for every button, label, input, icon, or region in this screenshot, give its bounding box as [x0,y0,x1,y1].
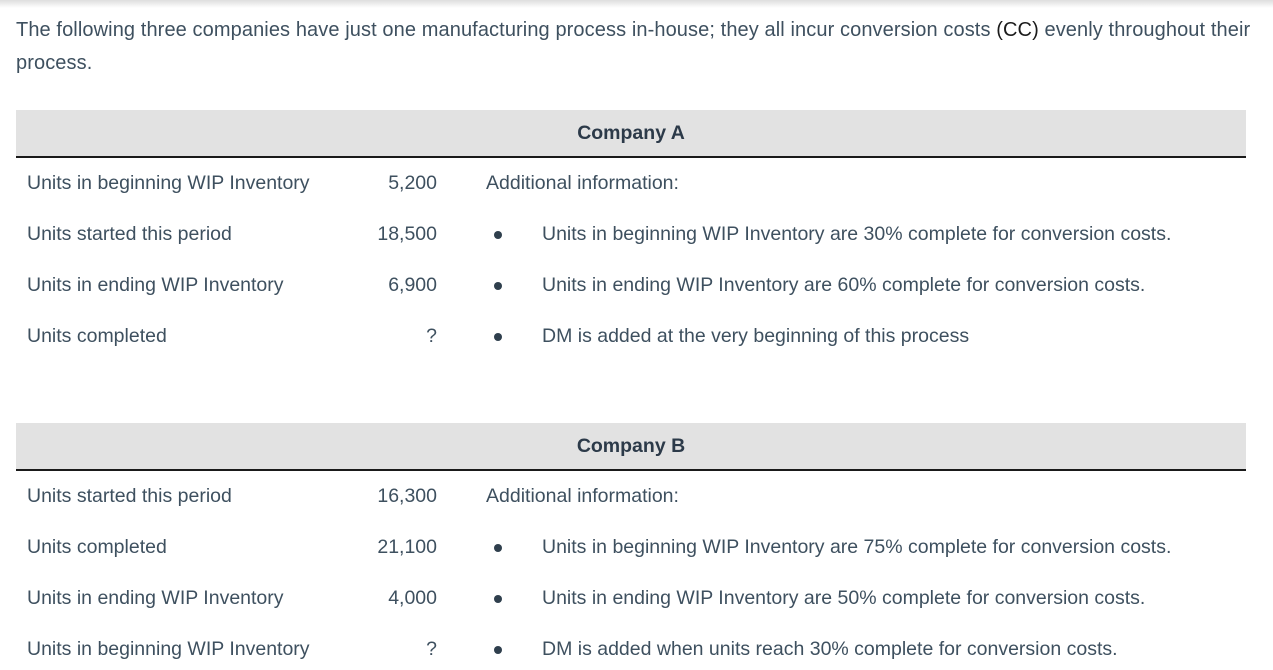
additional-info-heading: Additional information: [486,172,679,195]
info-text: Units in beginning WIP Inventory are 75%… [542,536,1172,558]
row-value: 16,300 [377,485,437,507]
table-row: Units in ending WIP Inventory 6,900 Unit… [16,260,1246,311]
intro-paragraph: The following three companies have just … [0,8,1273,80]
info-text: Additional information: [486,485,679,507]
info-bullet-item: Units in beginning WIP Inventory are 30%… [486,223,1171,246]
info-text: Units in ending WIP Inventory are 50% co… [542,587,1146,609]
bullet-icon [494,594,502,603]
row-label: Units in beginning WIP Inventory [27,172,310,194]
table-row: Units in beginning WIP Inventory ? DM is… [16,624,1246,670]
bullet-icon [494,230,502,239]
row-label: Units in beginning WIP Inventory [27,638,310,660]
row-value: 5,200 [388,172,437,194]
company-b-header-band: Company B [16,423,1246,471]
company-a-header-band: Company A [16,110,1246,158]
intro-text-after-cc: evenly throughout their process. [16,19,1251,74]
additional-info-heading: Additional information: [486,485,679,508]
info-text: Units in ending WIP Inventory are 60% co… [542,274,1146,296]
info-text: Additional information: [486,172,679,194]
bullet-icon [494,332,502,341]
company-b-title: Company B [576,434,686,457]
row-label: Units started this period [27,223,232,245]
bullet-icon [494,645,502,654]
row-value: 18,500 [377,223,437,245]
intro-cc-abbreviation: (CC) [996,19,1039,41]
company-b-section: Company B Units started this period 16,3… [16,423,1246,670]
row-value: ? [426,638,437,660]
table-row: Units in ending WIP Inventory 4,000 Unit… [16,573,1246,624]
row-label: Units in ending WIP Inventory [27,274,284,296]
info-text: Units in beginning WIP Inventory are 30%… [542,223,1172,245]
table-row: Units completed 21,100 Units in beginnin… [16,522,1246,573]
info-bullet-item: Units in beginning WIP Inventory are 75%… [486,536,1171,559]
row-value: 6,900 [388,274,437,296]
info-text: DM is added when units reach 30% complet… [542,638,1118,660]
company-a-section: Company A Units in beginning WIP Invento… [16,110,1246,362]
table-row: Units in beginning WIP Inventory 5,200 A… [16,158,1246,209]
row-value: 21,100 [377,536,437,558]
row-label: Units in ending WIP Inventory [27,587,284,609]
info-bullet-item: DM is added at the very beginning of thi… [486,325,969,348]
intro-text-before-cc: The following three companies have just … [16,19,997,41]
info-bullet-item: DM is added when units reach 30% complet… [486,638,1118,661]
row-label: Units started this period [27,485,232,507]
row-value: 4,000 [388,587,437,609]
info-bullet-item: Units in ending WIP Inventory are 60% co… [486,274,1145,297]
company-a-title: Company A [577,121,685,144]
top-shadow-divider [0,0,1273,8]
table-row: Units started this period 18,500 Units i… [16,209,1246,260]
table-row: Units completed ? DM is added at the ver… [16,311,1246,362]
bullet-icon [494,543,502,552]
table-row: Units started this period 16,300 Additio… [16,471,1246,522]
row-label: Units completed [27,536,167,558]
row-value: ? [426,325,437,347]
row-label: Units completed [27,325,167,347]
info-text: DM is added at the very beginning of thi… [542,325,970,347]
info-bullet-item: Units in ending WIP Inventory are 50% co… [486,587,1145,610]
bullet-icon [494,281,502,290]
